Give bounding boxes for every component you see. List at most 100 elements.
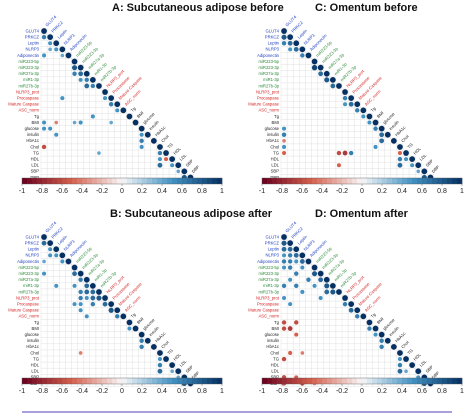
colorbar-segment: [157, 378, 163, 384]
column-label: Chol: [160, 340, 170, 350]
diagonal-circle: [144, 337, 151, 344]
row-label: miR223-5p: [19, 265, 40, 270]
colorbar-segment: [147, 178, 153, 184]
colorbar-segment: [367, 378, 373, 384]
correlation-circle: [287, 326, 293, 331]
diagonal-circle: [83, 276, 90, 283]
colorbar-tick-label: -0.8: [276, 188, 288, 195]
correlation-circle: [78, 295, 83, 301]
colorbar-segment: [187, 178, 193, 184]
panel-title: D: Omentum after: [315, 208, 409, 220]
diagonal-circle: [169, 362, 176, 369]
row-label: Mature Caspase: [8, 308, 39, 313]
panel-title: A: Subcutaneous adipose before: [112, 2, 284, 14]
row-label: Procaspase: [257, 301, 280, 306]
colorbar-segment: [422, 178, 428, 184]
correlation-circle: [281, 132, 287, 137]
colorbar-tick-label: 0.2: [377, 388, 387, 395]
colorbar-segment: [77, 378, 83, 384]
row-label: BMI: [272, 326, 279, 331]
colorbar-segment: [417, 378, 423, 384]
row-label: LDL: [31, 163, 39, 168]
row-label: miR223-3p: [259, 65, 280, 70]
correlation-circle: [330, 83, 336, 89]
correlation-circle: [282, 126, 287, 131]
colorbar-tick-label: -0.4: [76, 388, 88, 395]
row-label: NLRP3: [26, 47, 40, 52]
colorbar-segment: [67, 178, 73, 184]
correlation-circle: [78, 302, 83, 307]
diagonal-circle: [348, 95, 355, 102]
colorbar-segment: [377, 378, 383, 384]
row-label: HbA1c: [26, 344, 39, 349]
column-label: TG: [406, 348, 414, 356]
colorbar-segment: [297, 378, 303, 384]
correlation-circle: [139, 132, 144, 137]
row-label: Tg: [274, 320, 280, 325]
correlation-circle: [288, 47, 293, 52]
colorbar-tick-label: 0.4: [157, 388, 167, 395]
colorbar-segment: [457, 178, 463, 184]
colorbar-segment: [172, 178, 178, 184]
colorbar-segment: [442, 378, 448, 384]
colorbar-segment: [267, 378, 273, 384]
correlation-circle: [416, 169, 421, 174]
correlation-circle: [176, 169, 181, 174]
correlation-circle: [48, 247, 53, 252]
colorbar-segment: [382, 178, 388, 184]
diagonal-circle: [360, 107, 367, 114]
correlation-circle: [324, 283, 330, 289]
colorbar-segment: [22, 378, 28, 384]
row-label: ASC_norm: [259, 314, 280, 319]
diagonal-circle: [323, 276, 330, 283]
correlation-circle: [397, 357, 402, 362]
row-label: insulin: [267, 132, 280, 137]
colorbar-segment: [152, 178, 158, 184]
colorbar-segment: [202, 378, 208, 384]
colorbar-tick-label: 0: [120, 388, 124, 395]
diagonal-circle: [378, 125, 385, 132]
colorbar-segment: [392, 378, 398, 384]
colorbar-segment: [302, 378, 308, 384]
column-label: BMI: [376, 110, 385, 119]
diagonal-circle: [299, 46, 306, 53]
column-label: TG: [406, 142, 414, 150]
diagonal-circle: [138, 125, 145, 132]
colorbar-tick-label: 0.8: [197, 388, 207, 395]
diagonal-circle: [281, 28, 287, 34]
correlation-circle: [170, 369, 174, 374]
colorbar-tick-label: 0.8: [197, 188, 207, 195]
correlation-circle: [361, 114, 366, 119]
diagonal-circle: [71, 58, 78, 65]
diagonal-circle: [366, 113, 373, 120]
colorbar-segment: [437, 378, 443, 384]
diagonal-circle: [59, 252, 66, 259]
correlation-circle: [96, 295, 102, 301]
diagonal-circle: [305, 258, 312, 265]
colorbar-segment: [47, 178, 53, 184]
row-label: GLUT4: [266, 28, 280, 33]
diagonal-circle: [342, 295, 348, 301]
correlation-circle: [281, 34, 287, 40]
colorbar-segment: [187, 378, 193, 384]
diagonal-circle: [108, 301, 115, 308]
correlation-circle: [282, 253, 287, 258]
correlation-circle: [48, 253, 53, 258]
diagonal-circle: [336, 83, 342, 89]
colorbar-segment: [192, 178, 198, 184]
row-label: NLRP3: [266, 47, 280, 52]
colorbar-segment: [157, 178, 163, 184]
correlation-circle: [318, 296, 323, 301]
diagonal-circle: [323, 70, 330, 77]
diagonal-circle: [329, 282, 336, 289]
colorbar-segment: [422, 378, 428, 384]
colorbar-segment: [372, 178, 378, 184]
diagonal-circle: [132, 325, 139, 332]
correlation-circle: [367, 120, 372, 125]
colorbar-segment: [337, 378, 343, 384]
diagonal-circle: [354, 307, 361, 314]
correlation-circle: [48, 47, 52, 52]
correlation-circle: [373, 144, 378, 149]
colorbar-segment: [452, 178, 458, 184]
